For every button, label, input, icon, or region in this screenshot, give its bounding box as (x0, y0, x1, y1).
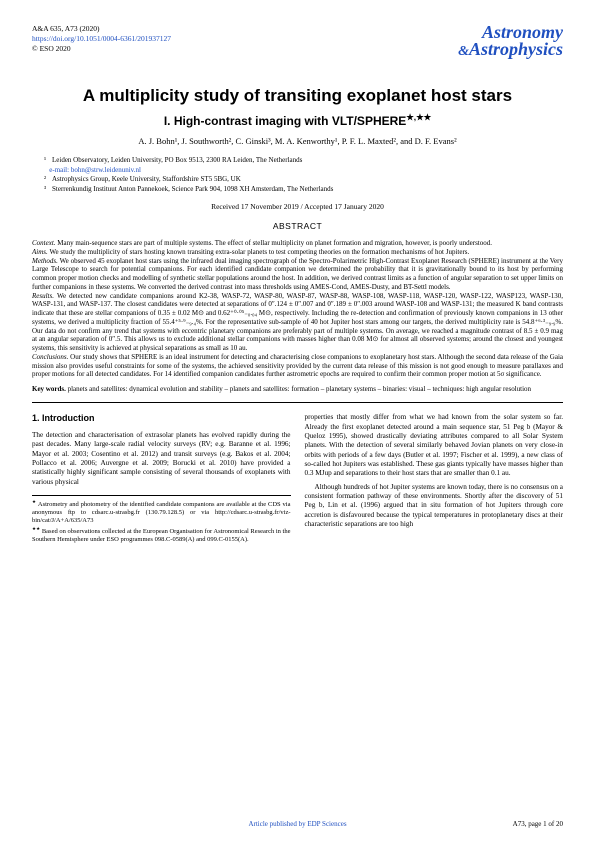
journal-ref: A&A 635, A73 (2020) (32, 24, 171, 34)
divider (32, 402, 563, 403)
abstract-label: ABSTRACT (32, 221, 563, 231)
footnotes: ★ Astrometry and photometry of the ident… (32, 495, 291, 544)
paper-title: A multiplicity study of transiting exopl… (32, 86, 563, 106)
left-column: 1. Introduction The detection and charac… (32, 413, 291, 544)
keywords: Key words. planets and satellites: dynam… (32, 385, 563, 394)
logo-amp: & (458, 44, 469, 59)
body-columns: 1. Introduction The detection and charac… (32, 413, 563, 544)
affiliations: ¹Leiden Observatory, Leiden University, … (44, 156, 563, 194)
page-number: A73, page 1 of 20 (513, 820, 563, 828)
doi-link[interactable]: https://doi.org/10.1051/0004-6361/201937… (32, 34, 171, 44)
body-para: Although hundreds of hot Jupiter systems… (305, 483, 564, 530)
header-meta: A&A 635, A73 (2020) https://doi.org/10.1… (32, 24, 171, 53)
right-column: properties that mostly differ from what … (305, 413, 564, 544)
journal-logo: Astronomy &Astrophysics (458, 24, 563, 58)
section-heading: 1. Introduction (32, 413, 291, 425)
paper-subtitle: I. High-contrast imaging with VLT/SPHERE… (32, 112, 563, 128)
abstract: Context. Many main-sequence stars are pa… (32, 239, 563, 379)
publisher-link[interactable]: Article published by EDP Sciences (248, 820, 346, 828)
authors: A. J. Bohn¹, J. Southworth², C. Ginski³,… (32, 136, 563, 146)
copyright: © ESO 2020 (32, 44, 171, 54)
dates: Received 17 November 2019 / Accepted 17 … (32, 202, 563, 211)
logo-bottom: Astrophysics (469, 39, 563, 59)
body-para: The detection and characterisation of ex… (32, 431, 291, 487)
author-email[interactable]: e-mail: bohn@strw.leidenuniv.nl (49, 166, 141, 174)
body-para: properties that mostly differ from what … (305, 413, 564, 479)
page-footer: Article published by EDP Sciences A73, p… (32, 820, 563, 828)
